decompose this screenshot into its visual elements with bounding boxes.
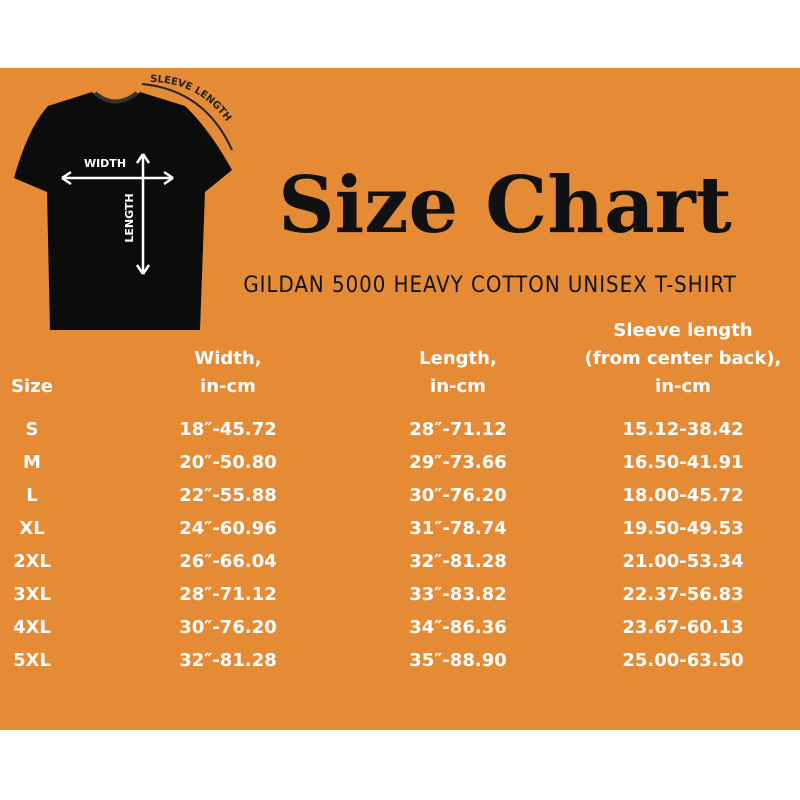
table-cell: 33″-83.82 bbox=[409, 584, 507, 605]
sleeve-arrow bbox=[141, 83, 233, 151]
table-cell: 24″-60.96 bbox=[179, 518, 277, 539]
shirt: WIDTH LENGTH SLEEVE LENGTH bbox=[14, 74, 233, 330]
table-cell: 32″-81.28 bbox=[179, 650, 277, 671]
table-cell: 25.00-63.50 bbox=[622, 650, 743, 671]
column-header: in-cm bbox=[200, 376, 256, 397]
table-cell: 18″-45.72 bbox=[179, 419, 277, 440]
table-cell: 22″-55.88 bbox=[179, 485, 277, 506]
table-cell: M bbox=[23, 452, 41, 473]
subtitle: GILDAN 5000 HEAVY COTTON UNISEX T-SHIRT bbox=[243, 273, 736, 298]
column-header: (from center back), bbox=[585, 348, 782, 369]
column-header: Width, bbox=[194, 348, 261, 369]
table-cell: 15.12-38.42 bbox=[622, 419, 743, 440]
table-cell: 26″-66.04 bbox=[179, 551, 277, 572]
column-header: in-cm bbox=[430, 376, 486, 397]
table-cell: 31″-78.74 bbox=[409, 518, 507, 539]
table-cell: 28″-71.12 bbox=[409, 419, 507, 440]
table-cell: 20″-50.80 bbox=[179, 452, 277, 473]
table-cell: 5XL bbox=[13, 650, 51, 671]
table-cell: 3XL bbox=[13, 584, 51, 605]
shirt-shape bbox=[14, 92, 232, 330]
table-cell: 19.50-49.53 bbox=[622, 518, 743, 539]
length-arrowheads bbox=[135, 153, 151, 275]
table-cell: 4XL bbox=[13, 617, 51, 638]
table-cell: 32″-81.28 bbox=[409, 551, 507, 572]
table-cell: 22.37-56.83 bbox=[622, 584, 743, 605]
table-cell: 16.50-41.91 bbox=[622, 452, 743, 473]
collar bbox=[93, 91, 139, 104]
table-cell: 21.00-53.34 bbox=[622, 551, 743, 572]
width-label: WIDTH bbox=[84, 157, 126, 170]
table-cell: 35″-88.90 bbox=[409, 650, 507, 671]
column-header: Length, bbox=[419, 348, 497, 369]
size-table: Size Width, in-cm Length, in-cm Sleeve length… bbox=[11, 320, 781, 671]
length-label: LENGTH bbox=[123, 193, 136, 242]
title: Size Chart bbox=[278, 160, 732, 251]
table-cell: 30″-76.20 bbox=[179, 617, 277, 638]
table-cell: 23.67-60.13 bbox=[622, 617, 743, 638]
table-cell: 34″-86.36 bbox=[409, 617, 507, 638]
table-cell: S bbox=[26, 419, 39, 440]
table-cell: 28″-71.12 bbox=[179, 584, 277, 605]
table-cell: XL bbox=[19, 518, 44, 539]
column-header: Size bbox=[11, 376, 53, 397]
table-cell: L bbox=[26, 485, 37, 506]
table-cell: 2XL bbox=[13, 551, 51, 572]
table-cell: 18.00-45.72 bbox=[622, 485, 743, 506]
table-cell: 30″-76.20 bbox=[409, 485, 507, 506]
column-header: in-cm bbox=[655, 376, 711, 397]
column-header: Sleeve length bbox=[613, 320, 752, 341]
table-cell: 29″-73.66 bbox=[409, 452, 507, 473]
width-arrowheads bbox=[61, 170, 174, 186]
